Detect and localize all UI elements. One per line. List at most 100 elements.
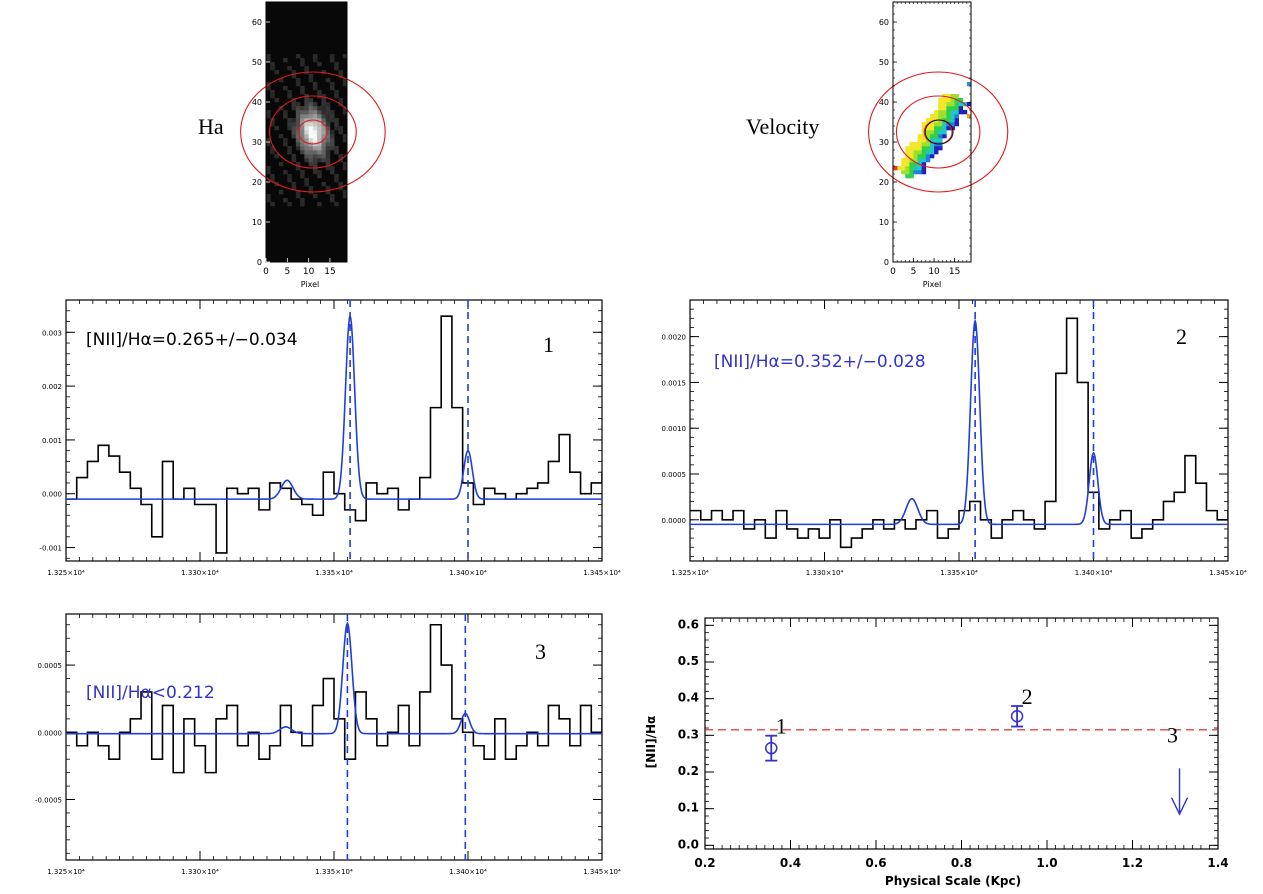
ha-pixel xyxy=(283,170,288,175)
spec3-ytick-label: -0.0005 xyxy=(35,797,62,805)
ha-pixel xyxy=(304,122,309,127)
ha-pixel xyxy=(270,62,275,67)
spec2-xtick-label: 1.340×10⁴ xyxy=(1075,569,1113,577)
spec3-fit-curve xyxy=(66,621,602,735)
velocity-x-axis-label: Pixel xyxy=(923,280,942,289)
spec3-xtick-label: 1.325×10⁴ xyxy=(47,868,85,876)
image-ytick-label: 0 xyxy=(257,258,262,267)
ha-pixel xyxy=(270,174,275,179)
image-xtick-label: 10 xyxy=(928,267,940,277)
ratio-xtick-label: 0.6 xyxy=(865,856,886,870)
ratio-xtick-label: 1.2 xyxy=(1122,856,1143,870)
image-ytick-label: 50 xyxy=(879,58,889,67)
spec3-data-histogram xyxy=(66,623,602,774)
ha-pixel xyxy=(312,138,318,143)
ratio-xtick-label: 0.2 xyxy=(694,856,715,870)
ha-pixel xyxy=(287,146,292,151)
ha-pixel xyxy=(274,126,280,131)
ha-pixel xyxy=(270,66,275,71)
ha-pixel xyxy=(338,70,344,75)
ha-pixel xyxy=(321,146,326,151)
image-xtick-label: 15 xyxy=(324,267,335,277)
ha-pixel xyxy=(312,106,318,111)
velocity-pixel xyxy=(962,110,968,115)
ha-pixel xyxy=(325,78,331,83)
ha-pixel xyxy=(291,98,297,103)
velocity-pixel xyxy=(942,122,947,127)
velocity-pixel xyxy=(942,130,947,135)
ha-pixel xyxy=(308,98,314,103)
ha-pixel xyxy=(300,106,305,111)
ha-pixel xyxy=(334,122,339,127)
velocity-pixel xyxy=(917,158,923,163)
velocity-pixel xyxy=(934,150,939,155)
spectrum-2-number: 2 xyxy=(1176,324,1187,349)
ha-pixel xyxy=(304,110,309,115)
ha-pixel xyxy=(266,198,271,203)
velocity-pixel xyxy=(950,122,955,127)
velocity-pixel xyxy=(905,146,910,151)
image-frame xyxy=(892,1,972,263)
ha-pixel xyxy=(300,110,305,115)
velocity-pixel xyxy=(950,102,955,107)
ha-pixel xyxy=(283,198,288,203)
velocity-pixel xyxy=(954,114,959,119)
velocity-pixel xyxy=(946,126,951,131)
ha-pixel xyxy=(317,110,322,115)
spec3-xtick-label: 1.345×10⁴ xyxy=(583,868,621,876)
velocity-pixel xyxy=(905,174,910,179)
ha-pixel xyxy=(312,158,318,163)
ha-pixel xyxy=(321,150,326,155)
ha-pixel xyxy=(308,106,314,111)
velocity-label: Velocity xyxy=(746,114,819,139)
spec2-xtick-label: 1.335×10⁴ xyxy=(940,569,978,577)
spec3-xtick-label: 1.330×10⁴ xyxy=(181,868,219,876)
aperture-circle xyxy=(268,95,357,169)
ha-pixel xyxy=(295,166,301,171)
velocity-pixel xyxy=(954,122,959,127)
velocity-pixel xyxy=(938,138,943,143)
velocity-pixel xyxy=(934,126,939,131)
ha-pixel xyxy=(304,102,309,107)
velocity-pixel xyxy=(929,134,935,139)
spectrum-1-ratio-annotation: [NII]/Hα=0.265+/−0.034 xyxy=(86,330,298,350)
ha-pixel xyxy=(266,58,271,63)
image-ytick-label: 40 xyxy=(252,98,262,107)
ha-pixel xyxy=(291,134,297,139)
velocity-pixel xyxy=(929,118,935,123)
ha-pixel xyxy=(274,70,280,75)
ha-pixel xyxy=(270,94,275,99)
ha-pixel xyxy=(312,194,318,199)
ha-pixel xyxy=(342,190,348,195)
ha-pixel xyxy=(317,154,322,159)
ha-pixel xyxy=(329,110,335,115)
aperture-circle xyxy=(297,119,328,145)
image-xtick-label: 10 xyxy=(303,267,315,277)
velocity-pixel xyxy=(946,114,951,119)
spec1-ytick-label: 0.000 xyxy=(42,491,62,499)
velocity-pixel xyxy=(921,138,927,143)
spec2-ytick-label: 0.0015 xyxy=(662,379,687,387)
ha-pixel xyxy=(287,66,292,71)
ha-pixel xyxy=(329,146,335,151)
ha-pixel xyxy=(321,114,326,119)
ha-pixel xyxy=(287,118,292,123)
spectrum-3-axes: 1.325×10⁴ 1.330×10⁴ 1.335×10⁴ 1.340×10⁴ 1.34… xyxy=(35,613,621,876)
velocity-pixel xyxy=(913,146,918,151)
velocity-pixel xyxy=(934,114,939,119)
ha-pixel xyxy=(329,198,335,203)
ha-pixel xyxy=(308,146,314,151)
ha-pixel xyxy=(287,90,292,95)
ha-pixel xyxy=(300,174,305,179)
ha-pixel xyxy=(308,134,314,139)
velocity-pixel xyxy=(942,126,947,131)
velocity-pixel xyxy=(934,130,939,135)
spec1-data-histogram xyxy=(66,315,602,554)
ha-pixel xyxy=(308,102,314,107)
ha-pixel xyxy=(287,94,292,99)
spectrum-3-plot xyxy=(66,614,602,860)
ha-pixel xyxy=(312,82,318,87)
ha-pixel xyxy=(291,122,297,127)
ha-pixel xyxy=(308,162,314,167)
ha-pixel xyxy=(287,202,292,207)
